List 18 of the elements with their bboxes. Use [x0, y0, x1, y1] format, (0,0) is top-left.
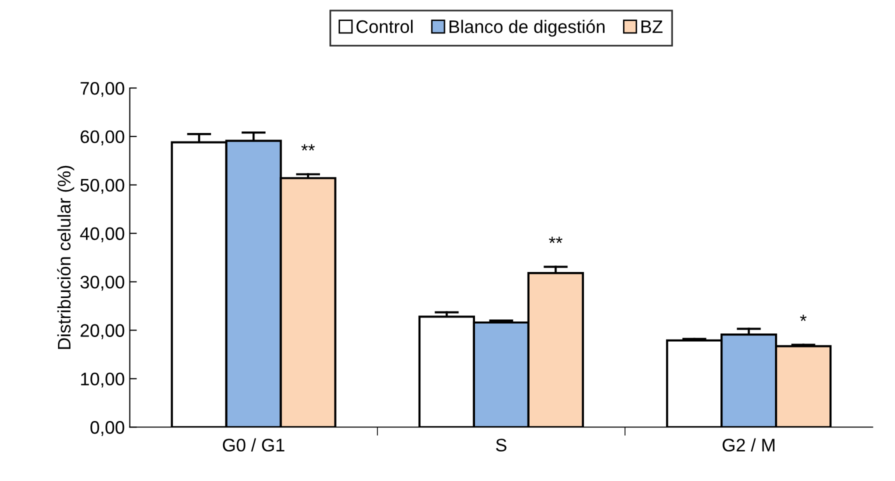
y-tick-label: 20,00: [80, 324, 124, 340]
annotation: **: [301, 144, 315, 151]
y-tick-label: 50,00: [80, 178, 124, 194]
y-tick-label: 60,00: [80, 130, 124, 146]
y-axis-title: Distribución celular (%): [57, 166, 74, 349]
y-tick-label: 70,00: [80, 82, 124, 97]
x-tick-label: G2 / M: [722, 438, 774, 452]
annotation: *: [800, 314, 807, 322]
x-tick-label: G0 / G1: [222, 438, 284, 452]
y-tick-label: 40,00: [80, 227, 124, 242]
x-tick-label: S: [496, 438, 506, 452]
annotation: **: [548, 236, 562, 244]
legend-label: Control: [356, 20, 413, 34]
y-tick-label: 10,00: [81, 372, 124, 388]
legend-label: BZ: [641, 20, 662, 33]
legend-label: Blanco de digestión: [450, 20, 605, 37]
y-tick-label: 30,00: [80, 276, 124, 291]
y-tick-label: 0,00: [90, 421, 124, 436]
